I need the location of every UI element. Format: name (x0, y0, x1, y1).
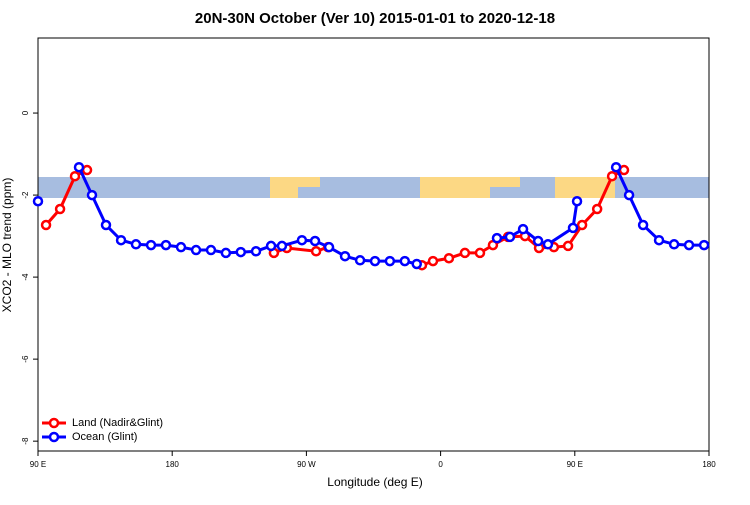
x-tick-label: 180 (702, 460, 716, 469)
data-point (427, 255, 439, 267)
data-point (160, 239, 172, 251)
data-point (69, 170, 81, 182)
x-tick-label: 0 (438, 460, 443, 469)
map-land (555, 177, 615, 198)
data-point (205, 244, 217, 256)
data-point (296, 234, 308, 246)
data-point (567, 222, 579, 234)
x-tick-label: 90 E (567, 460, 583, 469)
data-point (474, 247, 486, 259)
data-point (411, 258, 422, 270)
data-point (542, 239, 554, 250)
data-point (220, 247, 232, 259)
data-point (606, 170, 618, 182)
data-point (86, 189, 98, 201)
x-tick-label: 90 E (30, 460, 46, 469)
data-point (504, 231, 516, 243)
chart-title: 20N-30N October (Ver 10) 2015-01-01 to 2… (195, 10, 555, 27)
data-point (190, 244, 202, 256)
x-tick-label: 90 W (297, 460, 316, 469)
data-point (459, 247, 471, 259)
y-tick-label: 0 (21, 110, 30, 115)
x-tick-label: 180 (166, 460, 180, 469)
data-point (532, 235, 544, 247)
data-point (354, 255, 366, 266)
data-point (100, 219, 112, 231)
x-axis-label: Longitude (deg E) (327, 475, 422, 489)
map-ocean (38, 177, 709, 198)
data-point (250, 246, 262, 257)
data-point (73, 161, 85, 173)
map-land (270, 177, 298, 198)
data-point (610, 161, 622, 173)
y-axis-label: XCO2 - MLO trend (ppm) (0, 178, 14, 313)
legend-marker (48, 431, 60, 443)
data-point (562, 240, 574, 252)
legend-label: Ocean (Glint) (72, 431, 137, 443)
y-tick-label: -6 (21, 355, 30, 363)
data-point (517, 223, 529, 235)
data-point (683, 239, 695, 251)
legend-label: Land (Nadir&Glint) (72, 417, 163, 429)
data-point (369, 255, 381, 267)
data-point (310, 246, 322, 257)
data-point (54, 203, 66, 215)
y-tick-label: -8 (21, 437, 30, 445)
data-point (323, 241, 335, 253)
data-point (443, 252, 455, 264)
data-point (668, 239, 680, 250)
data-point (399, 255, 411, 267)
data-point (40, 219, 52, 231)
data-point (384, 255, 396, 267)
y-tick-label: -2 (21, 191, 30, 199)
map-land (420, 177, 490, 198)
data-point (653, 234, 665, 246)
map-land (298, 177, 320, 187)
data-point (637, 219, 649, 231)
data-point (265, 240, 277, 252)
data-point (175, 241, 187, 253)
data-point (235, 246, 247, 258)
data-point (576, 219, 588, 231)
data-point (491, 232, 503, 244)
data-point (309, 235, 321, 247)
y-tick-label: -4 (21, 273, 30, 281)
map-strip (38, 177, 709, 198)
data-point (115, 234, 127, 246)
data-point (130, 239, 142, 250)
data-point (81, 164, 93, 176)
map-land (490, 177, 520, 187)
data-point (32, 195, 44, 207)
data-point (698, 239, 710, 251)
data-point (339, 250, 351, 262)
data-point (591, 203, 603, 215)
legend-marker (48, 417, 60, 429)
data-point (571, 195, 583, 207)
data-point (145, 239, 157, 251)
data-point (276, 240, 288, 252)
data-point (623, 189, 635, 201)
